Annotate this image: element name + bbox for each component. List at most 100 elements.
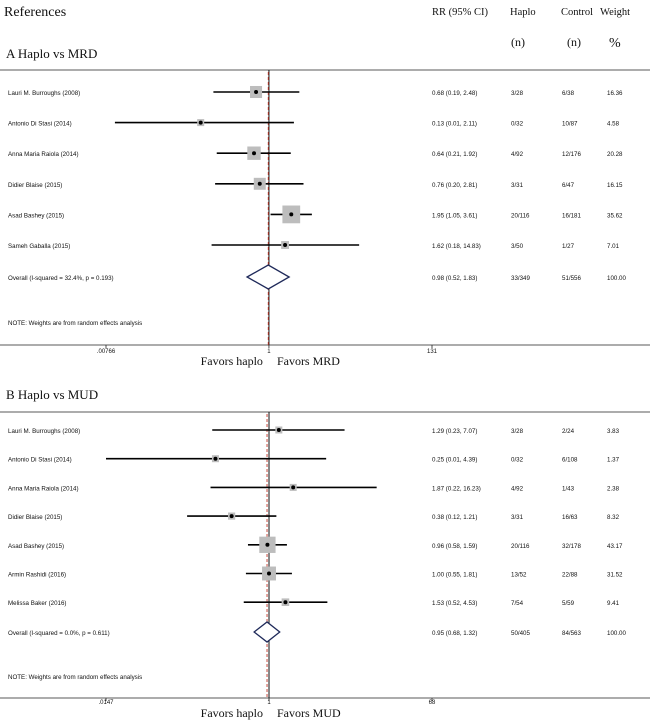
control-count: 5/59 (562, 600, 575, 607)
control-count: 2/24 (562, 428, 575, 435)
point-estimate (283, 600, 288, 605)
weight-value: 7.01 (607, 243, 620, 250)
rr-ci-value: 0.96 (0.58, 1.59) (432, 543, 477, 550)
overall-rr-ci-value: 0.98 (0.52, 1.83) (432, 275, 477, 282)
rr-ci-value: 1.62 (0.18, 14.83) (432, 243, 481, 250)
overall-label: Overall (I-squared = 0.0%, p = 0.611) (8, 630, 110, 637)
x-center-tick-label: 1 (267, 349, 271, 355)
weight-value: 43.17 (607, 543, 623, 550)
study-name: Didier Blaise (2015) (8, 182, 62, 189)
control-count: 1/27 (562, 243, 575, 250)
header-references: References (4, 5, 66, 20)
haplo-count: 0/32 (511, 121, 524, 128)
header-haplo: Haplo (510, 7, 536, 18)
x-min-tick-label: .00766 (97, 349, 116, 355)
header-haplo-n: (n) (511, 35, 525, 49)
study-name: Asad Bashey (2015) (8, 212, 64, 219)
rr-ci-value: 0.25 (0.01, 4.39) (432, 457, 477, 464)
control-count: 12/176 (562, 151, 581, 158)
point-estimate (267, 571, 272, 576)
point-estimate (276, 428, 281, 432)
rr-ci-value: 0.68 (0.19, 2.48) (432, 90, 477, 97)
weight-value: 20.28 (607, 151, 623, 158)
study-name: Didier Blaise (2015) (8, 514, 62, 521)
point-estimate (254, 90, 259, 94)
haplo-count: 3/31 (511, 514, 524, 521)
haplo-count: 4/92 (511, 485, 524, 492)
overall-diamond (245, 264, 291, 290)
header-weight: Weight (600, 7, 630, 18)
overall-haplo-count: 50/405 (511, 630, 530, 637)
haplo-count: 3/28 (511, 90, 524, 97)
overall-diamond (253, 621, 281, 643)
haplo-count: 3/28 (511, 428, 524, 435)
control-count: 6/38 (562, 90, 575, 97)
rr-ci-value: 0.13 (0.01, 2.11) (432, 121, 477, 128)
weight-value: 4.58 (607, 121, 620, 128)
overall-rr-ci-value: 0.95 (0.68, 1.32) (432, 630, 477, 637)
haplo-count: 20/116 (511, 543, 530, 550)
panel-title: B Haplo vs MUD (6, 387, 98, 402)
overall-label: Overall (I-squared = 32.4%, p = 0.193) (8, 275, 114, 282)
overall-haplo-count: 33/349 (511, 275, 530, 282)
control-count: 32/178 (562, 543, 581, 550)
panel-b-haplo-vs-mud: B Haplo vs MUD Lauri M. Burroughs (2008) 1… (0, 387, 650, 720)
header-rr: RR (95% CI) (432, 7, 489, 18)
haplo-count: 3/31 (511, 182, 524, 189)
point-estimate (198, 120, 203, 125)
header-control: Control (561, 7, 593, 18)
study-name: Antonio Di Stasi (2014) (8, 457, 72, 464)
control-count: 1/43 (562, 485, 575, 492)
point-estimate (257, 181, 262, 186)
study-name: Melissa Baker (2016) (8, 600, 66, 607)
x-max-tick-label: 131 (427, 349, 438, 355)
point-estimate (213, 456, 218, 461)
control-count: 16/63 (562, 514, 578, 521)
rr-ci-value: 0.38 (0.12, 1.21) (432, 514, 477, 521)
weight-value: 16.36 (607, 90, 623, 97)
study-name: Anna Maria Raiola (2014) (8, 151, 79, 158)
haplo-count: 7/54 (511, 600, 524, 607)
weight-value: 1.37 (607, 457, 620, 464)
rr-ci-value: 1.95 (1.05, 3.61) (432, 212, 477, 219)
point-estimate (291, 485, 296, 490)
favors-right-label: Favors MUD (277, 706, 341, 720)
point-estimate (289, 212, 294, 217)
rr-ci-value: 0.76 (0.20, 2.81) (432, 182, 477, 189)
weight-value: 16.15 (607, 182, 623, 189)
study-name: Lauri M. Burroughs (2008) (8, 428, 80, 435)
weight-value: 31.52 (607, 572, 623, 579)
weight-value: 35.62 (607, 212, 623, 219)
weights-note: NOTE: Weights are from random effects an… (8, 674, 142, 681)
rr-ci-value: 0.64 (0.21, 1.92) (432, 151, 477, 158)
study-name: Anna Maria Raiola (2014) (8, 485, 79, 492)
weight-value: 2.38 (607, 485, 620, 492)
panel-a-haplo-vs-mrd: A Haplo vs MRD Lauri M. Burroughs (2008) 0… (0, 46, 650, 368)
haplo-count: 13/52 (511, 572, 527, 579)
study-name: Lauri M. Burroughs (2008) (8, 90, 80, 97)
rr-ci-value: 1.29 (0.23, 7.07) (432, 428, 477, 435)
point-estimate (265, 542, 270, 547)
haplo-count: 4/92 (511, 151, 524, 158)
point-estimate (252, 151, 257, 156)
panel-title: A Haplo vs MRD (6, 46, 97, 61)
point-estimate (229, 514, 234, 519)
control-count: 6/47 (562, 182, 575, 189)
haplo-count: 20/116 (511, 212, 530, 219)
header-weight-pct: % (609, 36, 621, 51)
study-name: Asad Bashey (2015) (8, 543, 64, 550)
control-count: 6/108 (562, 457, 578, 464)
overall-weight-value: 100.00 (607, 275, 626, 282)
favors-right-label: Favors MRD (277, 354, 340, 368)
x-max-tick-label: 68 (429, 700, 436, 706)
haplo-count: 0/32 (511, 457, 524, 464)
control-count: 10/87 (562, 121, 578, 128)
header-control-n: (n) (567, 35, 581, 49)
overall-control-count: 84/563 (562, 630, 581, 637)
control-count: 16/181 (562, 212, 581, 219)
control-count: 22/88 (562, 572, 578, 579)
rr-ci-value: 1.00 (0.55, 1.81) (432, 572, 477, 579)
favors-left-label: Favors haplo (201, 706, 263, 720)
study-name: Antonio Di Stasi (2014) (8, 121, 72, 128)
